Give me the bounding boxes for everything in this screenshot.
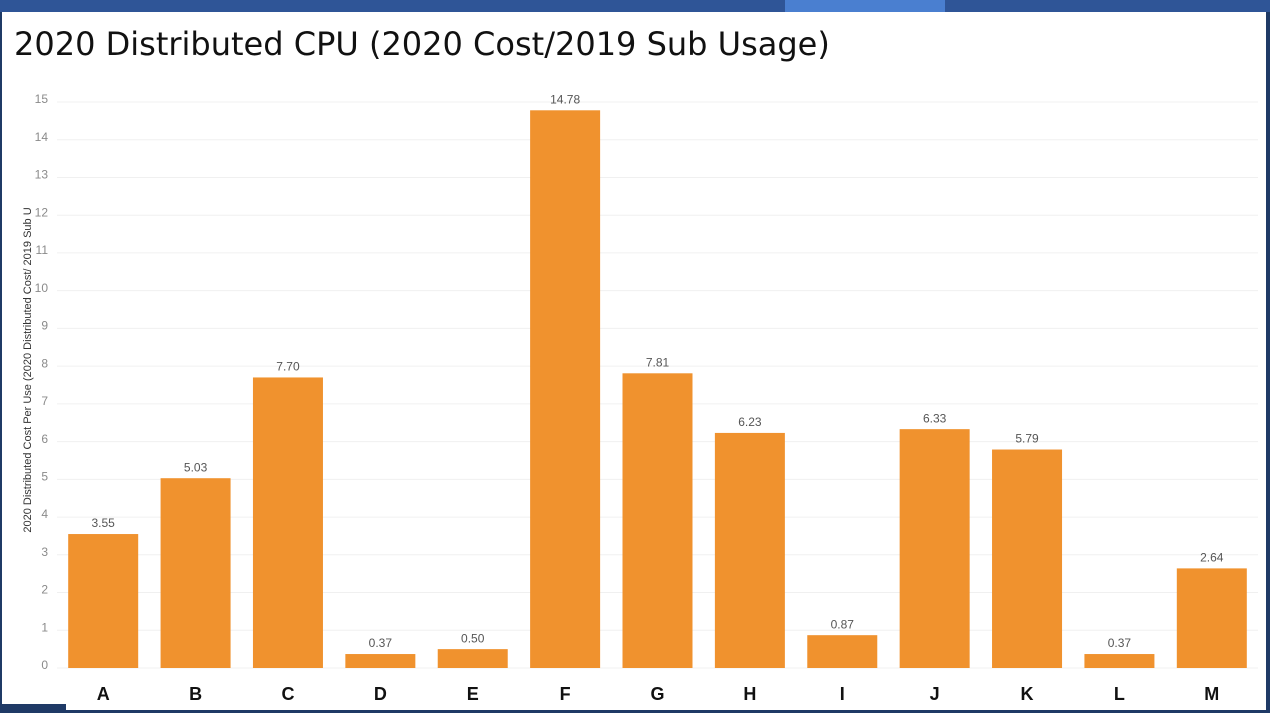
x-tick-label: B: [189, 684, 202, 704]
x-tick-label: D: [374, 684, 387, 704]
y-tick-label: 3: [41, 545, 48, 559]
y-tick-label: 7: [41, 394, 48, 408]
value-label: 6.23: [738, 415, 762, 429]
bar: [899, 429, 970, 668]
value-label: 2.64: [1200, 551, 1224, 565]
y-tick-label: 11: [36, 243, 49, 257]
bottom-border: [66, 710, 1270, 713]
bar: [807, 635, 878, 668]
x-tick-label: C: [281, 684, 294, 704]
y-tick-label: 9: [41, 319, 48, 333]
x-tick-label: H: [743, 684, 756, 704]
bar: [68, 534, 139, 668]
right-border: [1266, 12, 1270, 713]
value-label: 14.78: [550, 92, 580, 106]
x-tick-label: E: [467, 684, 479, 704]
y-tick-label: 5: [41, 470, 48, 484]
y-tick-label: 13: [35, 168, 49, 182]
x-tick-label: A: [97, 684, 110, 704]
bar: [345, 654, 416, 668]
value-label: 6.33: [923, 411, 947, 425]
bar: [1176, 568, 1247, 668]
y-tick-label: 15: [35, 92, 49, 106]
value-label: 0.37: [1108, 636, 1132, 650]
chart-title: 2020 Distributed CPU (2020 Cost/2019 Sub…: [14, 25, 830, 63]
bar: [714, 432, 785, 668]
x-tick-label: I: [840, 684, 845, 704]
value-label: 7.81: [646, 355, 670, 369]
bar: [252, 377, 323, 668]
y-tick-label: 1: [41, 620, 48, 634]
bar: [992, 449, 1063, 668]
y-tick-label: 0: [41, 658, 48, 672]
bar: [622, 373, 693, 668]
x-tick-label: L: [1114, 684, 1125, 704]
top-band: [0, 0, 1270, 12]
top-band-accent: [785, 0, 945, 12]
x-tick-label: J: [930, 684, 940, 704]
x-tick-label: G: [650, 684, 664, 704]
bar: [530, 110, 601, 668]
y-tick-label: 6: [41, 432, 48, 446]
x-tick-label: F: [560, 684, 571, 704]
value-label: 5.03: [184, 460, 208, 474]
value-label: 3.55: [92, 516, 116, 530]
y-tick-label: 12: [35, 205, 49, 219]
y-tick-label: 8: [41, 356, 48, 370]
value-label: 5.79: [1015, 432, 1039, 446]
y-tick-label: 2: [41, 583, 48, 597]
value-label: 0.37: [369, 636, 393, 650]
x-tick-label: M: [1204, 684, 1219, 704]
y-tick-label: 14: [35, 130, 49, 144]
y-tick-label: 4: [41, 507, 48, 521]
bottom-left-band: [0, 704, 66, 713]
y-tick-label: 10: [35, 281, 49, 295]
left-border: [0, 12, 2, 713]
bar: [160, 478, 231, 668]
bar: [437, 649, 508, 668]
bar: [1084, 654, 1155, 668]
value-label: 0.87: [831, 617, 855, 631]
x-tick-label: K: [1021, 684, 1034, 704]
value-label: 0.50: [461, 631, 485, 645]
value-label: 7.70: [276, 360, 300, 374]
y-axis-title: 2020 Distributed Cost Per Use (2020 Dist…: [22, 207, 34, 532]
